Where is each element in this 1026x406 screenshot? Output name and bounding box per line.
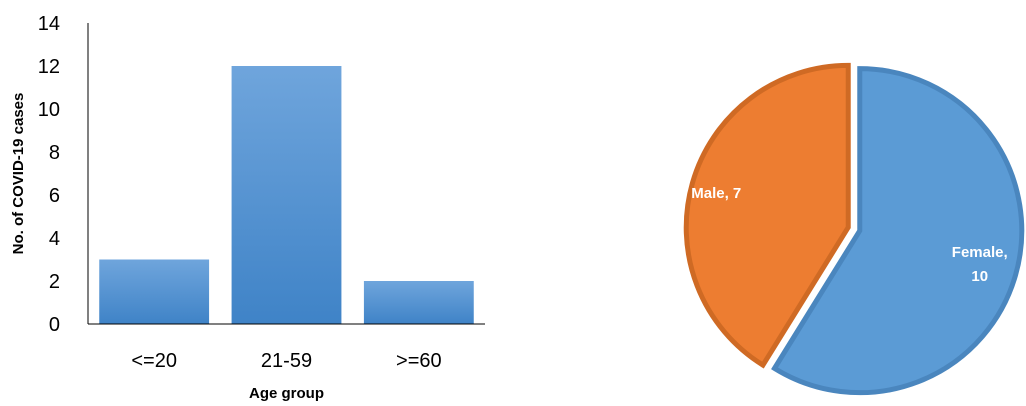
pie-label-male: Male, 7 xyxy=(691,185,741,202)
pie-chart: Female, 10 Male, 7 xyxy=(683,62,1025,396)
bars xyxy=(99,66,474,324)
bar-3 xyxy=(363,281,474,324)
y-tick-label: 2 xyxy=(49,271,60,293)
y-tick-label: 4 xyxy=(49,228,60,250)
pie-label-female: Female, 10 xyxy=(952,244,1008,285)
y-tick-label: 0 xyxy=(49,314,60,336)
pie-slice-female xyxy=(771,66,1025,396)
y-tick-label: 8 xyxy=(49,142,60,164)
bar-chart: 0 2 4 6 8 10 12 14 <=20 21-59 >=60 Age group No. … xyxy=(10,13,485,402)
bar-2 xyxy=(231,66,342,324)
y-tick-label: 12 xyxy=(38,56,60,78)
x-tick-label: <=20 xyxy=(131,350,177,372)
y-tick-label: 6 xyxy=(49,185,60,207)
x-axis-categories: <=20 21-59 >=60 xyxy=(131,350,441,372)
y-axis-ticks: 0 2 4 6 8 10 12 14 xyxy=(38,13,60,336)
y-tick-label: 10 xyxy=(38,99,60,121)
bar-1 xyxy=(99,259,210,324)
x-tick-label: 21-59 xyxy=(261,350,312,372)
y-axis-title: No. of COVID-19 cases xyxy=(10,93,27,255)
x-tick-label: >=60 xyxy=(396,350,442,372)
x-axis-title: Age group xyxy=(249,385,324,402)
pie-slice-male xyxy=(683,62,851,369)
y-tick-label: 14 xyxy=(38,13,60,35)
